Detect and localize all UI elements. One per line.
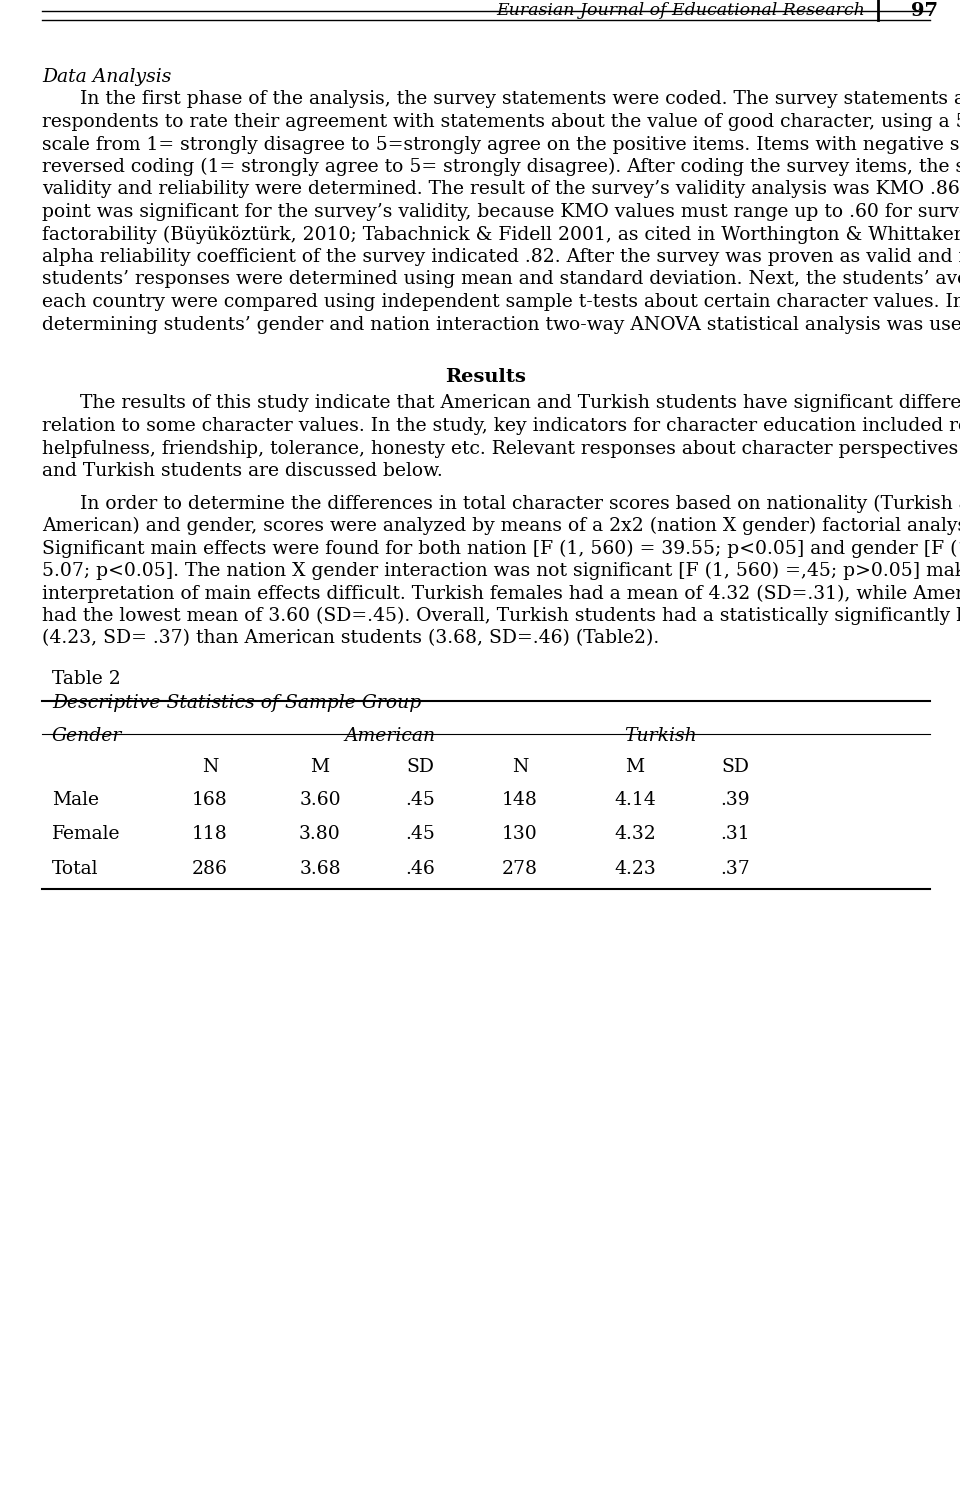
Text: students’ responses were determined using mean and standard deviation. Next, the: students’ responses were determined usin… (42, 270, 960, 288)
Text: Female: Female (52, 825, 121, 843)
Text: Table 2: Table 2 (52, 670, 121, 688)
Text: (4.23, SD= .37) than American students (3.68, SD=.46) (Table2).: (4.23, SD= .37) than American students (… (42, 629, 660, 647)
Text: 4.14: 4.14 (614, 790, 656, 808)
Text: factorability (Büyüköztürk, 2010; Tabachnick & Fidell 2001, as cited in Worthing: factorability (Büyüköztürk, 2010; Tabach… (42, 226, 960, 244)
Text: helpfulness, friendship, tolerance, honesty etc. Relevant responses about charac: helpfulness, friendship, tolerance, hone… (42, 439, 960, 457)
Text: 148: 148 (502, 790, 538, 808)
Text: .45: .45 (405, 825, 435, 843)
Text: American: American (345, 727, 436, 745)
Text: relation to some character values. In the study, key indicators for character ed: relation to some character values. In th… (42, 418, 960, 434)
Text: Significant main effects were found for both nation [F (1, 560) = 39.55; p<0.05]: Significant main effects were found for … (42, 540, 960, 558)
Text: .45: .45 (405, 790, 435, 808)
Text: 168: 168 (192, 790, 228, 808)
Text: Male: Male (52, 790, 99, 808)
Text: 3.60: 3.60 (300, 790, 341, 808)
Text: 3.68: 3.68 (300, 860, 341, 878)
Text: .39: .39 (720, 790, 750, 808)
Text: .46: .46 (405, 860, 435, 878)
Text: Total: Total (52, 860, 99, 878)
Text: 97: 97 (911, 2, 939, 20)
Text: interpretation of main effects difficult. Turkish females had a mean of 4.32 (SD: interpretation of main effects difficult… (42, 585, 960, 603)
Text: alpha reliability coefficient of the survey indicated .82. After the survey was : alpha reliability coefficient of the sur… (42, 247, 960, 265)
Text: Results: Results (445, 368, 526, 386)
Text: 278: 278 (502, 860, 538, 878)
Text: scale from 1= strongly disagree to 5=strongly agree on the positive items. Items: scale from 1= strongly disagree to 5=str… (42, 136, 960, 154)
Text: SD: SD (721, 759, 749, 777)
Text: M: M (625, 759, 644, 777)
Text: 130: 130 (502, 825, 538, 843)
Text: Descriptive Statistics of Sample Group: Descriptive Statistics of Sample Group (52, 695, 421, 712)
Text: and Turkish students are discussed below.: and Turkish students are discussed below… (42, 461, 443, 480)
Text: M: M (310, 759, 329, 777)
Text: .37: .37 (720, 860, 750, 878)
Text: Gender: Gender (52, 727, 122, 745)
Text: 286: 286 (192, 860, 228, 878)
Text: Eurasian Journal of Educational Research: Eurasian Journal of Educational Research (496, 2, 865, 20)
Text: In order to determine the differences in total character scores based on nationa: In order to determine the differences in… (80, 495, 960, 513)
Text: reversed coding (1= strongly agree to 5= strongly disagree). After coding the su: reversed coding (1= strongly agree to 5=… (42, 158, 960, 176)
Text: Turkish: Turkish (624, 727, 696, 745)
Text: had the lowest mean of 3.60 (SD=.45). Overall, Turkish students had a statistica: had the lowest mean of 3.60 (SD=.45). Ov… (42, 608, 960, 626)
Text: N: N (512, 759, 528, 777)
Text: 4.32: 4.32 (614, 825, 656, 843)
Text: 3.80: 3.80 (300, 825, 341, 843)
Text: 118: 118 (192, 825, 228, 843)
Text: The results of this study indicate that American and Turkish students have signi: The results of this study indicate that … (80, 395, 960, 413)
Text: 5.07; p<0.05]. The nation X gender interaction was not significant [F (1, 560) =: 5.07; p<0.05]. The nation X gender inter… (42, 562, 960, 581)
Text: point was significant for the survey’s validity, because KMO values must range u: point was significant for the survey’s v… (42, 204, 960, 222)
Text: validity and reliability were determined. The result of the survey’s validity an: validity and reliability were determined… (42, 181, 960, 199)
Text: respondents to rate their agreement with statements about the value of good char: respondents to rate their agreement with… (42, 113, 960, 131)
Text: 4.23: 4.23 (614, 860, 656, 878)
Text: each country were compared using independent sample t-tests about certain charac: each country were compared using indepen… (42, 293, 960, 311)
Text: Data Analysis: Data Analysis (42, 68, 172, 86)
Text: determining students’ gender and nation interaction two-way ANOVA statistical an: determining students’ gender and nation … (42, 315, 960, 333)
Text: SD: SD (406, 759, 434, 777)
Text: N: N (202, 759, 218, 777)
Text: .31: .31 (720, 825, 750, 843)
Text: In the first phase of the analysis, the survey statements were coded. The survey: In the first phase of the analysis, the … (80, 90, 960, 109)
Text: American) and gender, scores were analyzed by means of a 2x2 (nation X gender) f: American) and gender, scores were analyz… (42, 517, 960, 535)
